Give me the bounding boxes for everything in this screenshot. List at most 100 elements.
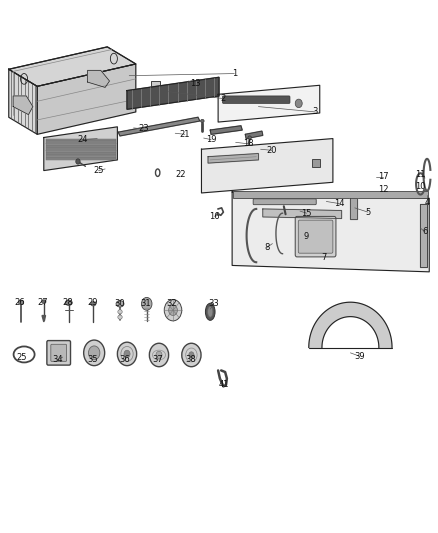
Text: 32: 32 [166,300,177,308]
Polygon shape [208,154,258,163]
Circle shape [182,343,201,367]
Text: 28: 28 [63,298,73,307]
Polygon shape [420,204,427,266]
Circle shape [76,159,80,164]
Polygon shape [218,85,320,122]
Text: 8: 8 [265,243,270,252]
Text: 26: 26 [14,298,25,307]
Polygon shape [37,64,136,134]
Circle shape [169,305,177,316]
Circle shape [117,342,137,366]
Text: 19: 19 [206,135,216,144]
FancyBboxPatch shape [51,344,67,361]
Polygon shape [13,96,33,115]
Text: 6: 6 [422,228,427,236]
Circle shape [189,352,194,358]
FancyBboxPatch shape [295,216,336,257]
Polygon shape [9,69,37,134]
Text: 1: 1 [232,69,237,78]
Text: 10: 10 [415,182,426,191]
Circle shape [295,99,302,108]
Text: 13: 13 [190,79,200,88]
Ellipse shape [118,315,122,319]
Text: 31: 31 [140,300,151,308]
FancyBboxPatch shape [47,341,71,365]
Text: 15: 15 [301,209,312,217]
Text: 20: 20 [266,146,277,155]
Polygon shape [9,47,136,86]
Polygon shape [118,117,200,136]
Text: 33: 33 [208,300,219,308]
Polygon shape [127,77,219,109]
Circle shape [141,297,152,310]
FancyBboxPatch shape [46,139,116,141]
Text: 2: 2 [221,94,226,103]
FancyBboxPatch shape [253,199,316,205]
Ellipse shape [201,119,204,123]
Polygon shape [42,316,46,322]
Circle shape [149,343,169,367]
Text: 39: 39 [354,352,364,360]
Text: 27: 27 [38,298,48,307]
Ellipse shape [91,302,96,306]
FancyBboxPatch shape [46,153,116,156]
FancyBboxPatch shape [46,150,116,153]
Polygon shape [201,139,333,193]
FancyBboxPatch shape [46,146,116,148]
Text: 11: 11 [415,171,426,179]
Ellipse shape [118,310,122,314]
Text: 21: 21 [180,130,190,139]
FancyBboxPatch shape [46,148,116,151]
Text: 17: 17 [378,173,389,181]
Ellipse shape [18,300,24,304]
Ellipse shape [116,301,124,307]
Ellipse shape [65,300,72,305]
FancyBboxPatch shape [233,191,428,198]
Text: 16: 16 [209,212,220,221]
Text: 14: 14 [334,199,345,208]
Ellipse shape [208,306,213,317]
FancyBboxPatch shape [46,155,116,158]
Polygon shape [88,70,110,87]
Circle shape [88,346,100,360]
Text: 38: 38 [185,356,196,364]
FancyBboxPatch shape [46,158,116,160]
Text: 9: 9 [304,232,309,241]
Polygon shape [263,209,342,219]
Polygon shape [309,302,392,348]
Text: 24: 24 [77,135,88,144]
Text: 22: 22 [175,171,186,179]
Bar [312,159,320,167]
Text: 29: 29 [88,298,98,307]
Text: 30: 30 [114,300,124,308]
Text: 12: 12 [378,185,389,193]
Text: 41: 41 [218,381,229,389]
Ellipse shape [248,136,251,139]
Text: 5: 5 [365,208,371,216]
Polygon shape [210,126,242,134]
Ellipse shape [205,303,215,320]
Text: 23: 23 [138,125,149,133]
Text: 25: 25 [17,353,27,361]
FancyBboxPatch shape [298,220,333,253]
FancyBboxPatch shape [46,141,116,144]
Text: 25: 25 [93,166,104,175]
Polygon shape [44,127,117,171]
Text: 3: 3 [313,108,318,116]
FancyBboxPatch shape [46,143,116,146]
Polygon shape [9,47,136,86]
Polygon shape [350,198,357,219]
Text: 36: 36 [120,356,130,364]
Text: 18: 18 [244,140,254,148]
Circle shape [164,300,182,321]
Text: 4: 4 [424,198,430,207]
Text: 35: 35 [88,356,98,364]
Ellipse shape [42,300,46,304]
Polygon shape [245,131,263,139]
Circle shape [124,350,130,358]
Circle shape [84,340,105,366]
Text: 7: 7 [321,254,327,262]
Bar [151,81,160,88]
Circle shape [156,351,162,359]
Text: 37: 37 [152,356,163,364]
